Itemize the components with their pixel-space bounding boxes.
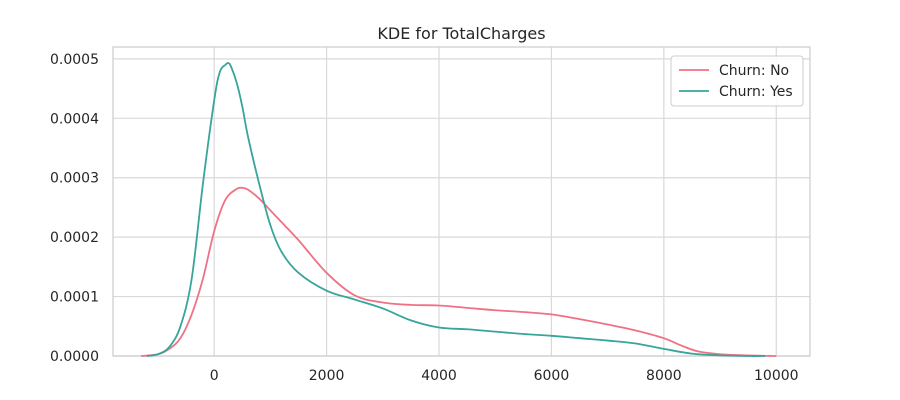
- x-tick-label: 6000: [534, 368, 570, 384]
- x-tick-label: 4000: [421, 368, 457, 384]
- y-tick-label: 0.0004: [50, 111, 99, 127]
- x-axis-tick-labels: 0 2000 4000 6000 8000 10000: [210, 368, 799, 384]
- x-tick-label: 0: [210, 368, 219, 384]
- series-line-churn-yes: [146, 62, 766, 357]
- x-tick-label: 2000: [309, 368, 345, 384]
- legend-box: [670, 55, 804, 107]
- legend-items: Churn: No Churn: Yes: [679, 63, 793, 100]
- y-tick-label: 0.0001: [50, 290, 99, 306]
- chart-title: KDE for TotalCharges: [377, 24, 545, 43]
- legend-label: Churn: Yes: [719, 84, 793, 100]
- x-tick-label: 10000: [754, 368, 799, 384]
- series-lines: [141, 62, 777, 357]
- y-tick-label: 0.0002: [50, 230, 99, 246]
- y-tick-label: 0.0005: [50, 52, 99, 68]
- y-tick-label: 0.0003: [50, 171, 99, 187]
- legend-label: Churn: No: [719, 63, 789, 79]
- x-tick-label: 8000: [646, 368, 682, 384]
- y-axis-tick-labels: 0.0000 0.0001 0.0002 0.0003 0.0004 0.0005: [50, 52, 99, 365]
- series-line-churn-no: [141, 186, 777, 357]
- legend: Churn: No Churn: Yes: [670, 55, 804, 107]
- y-tick-label: 0.0000: [50, 349, 99, 365]
- plot-area-frame: [112, 46, 811, 357]
